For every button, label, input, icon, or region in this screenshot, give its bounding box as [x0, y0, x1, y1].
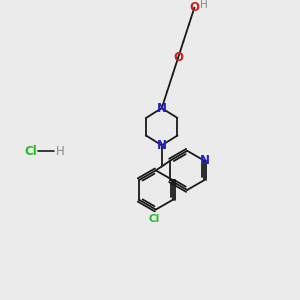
- Text: Cl: Cl: [24, 145, 37, 158]
- Text: O: O: [173, 51, 183, 64]
- Text: N: N: [157, 102, 167, 115]
- Text: H: H: [56, 145, 64, 158]
- Text: H: H: [200, 0, 208, 10]
- Text: N: N: [157, 139, 167, 152]
- Text: N: N: [200, 154, 210, 167]
- Text: Cl: Cl: [148, 214, 160, 224]
- Text: O: O: [189, 1, 200, 14]
